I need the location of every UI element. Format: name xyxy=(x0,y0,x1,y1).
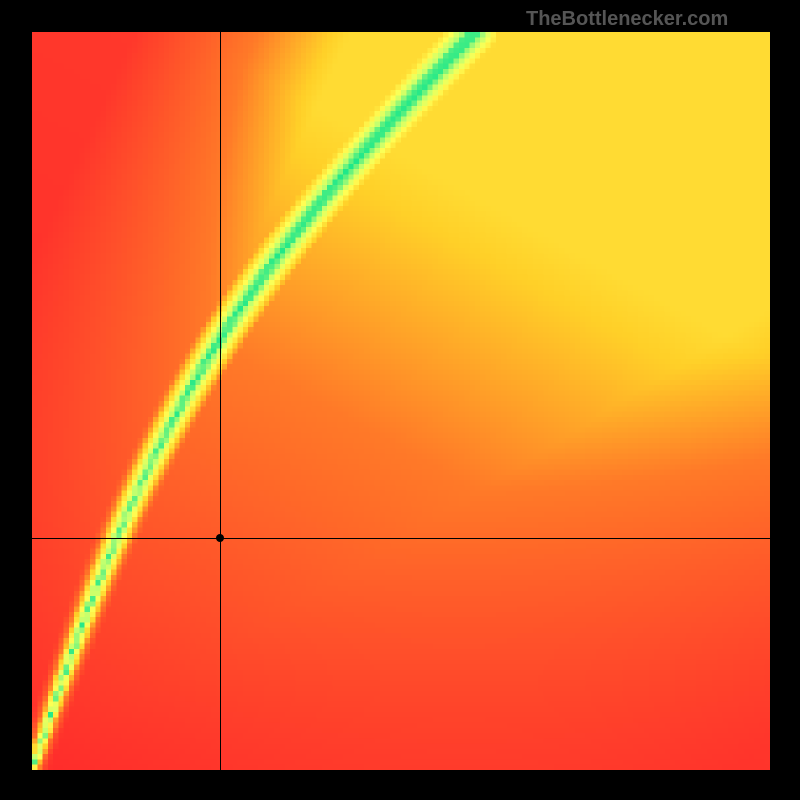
selected-point xyxy=(216,534,224,542)
crosshair-horizontal xyxy=(32,538,770,539)
watermark-text: TheBottlenecker.com xyxy=(526,8,728,31)
crosshair-vertical xyxy=(220,32,221,770)
chart-container: TheBottlenecker.com xyxy=(0,0,800,800)
bottleneck-heatmap xyxy=(32,32,770,770)
